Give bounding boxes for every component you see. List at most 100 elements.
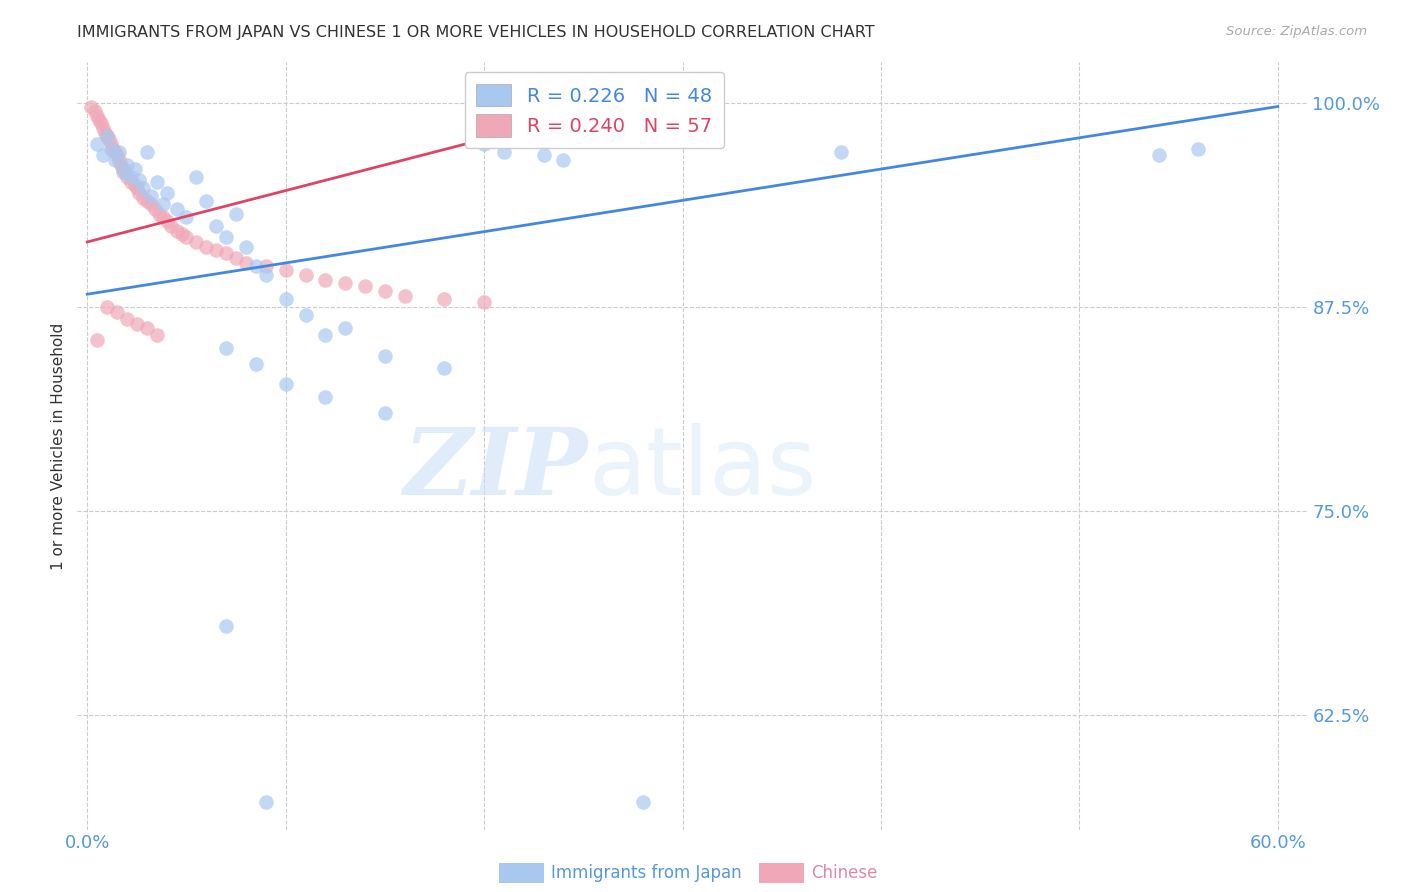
Point bbox=[176, 211, 198, 225]
Text: atlas: atlas bbox=[588, 423, 815, 515]
Point bbox=[314, 272, 336, 286]
Point bbox=[254, 268, 277, 282]
Point bbox=[156, 186, 179, 200]
Point bbox=[235, 240, 257, 254]
Point bbox=[354, 279, 377, 293]
Point bbox=[225, 207, 247, 221]
Point bbox=[120, 175, 142, 189]
Point bbox=[205, 219, 228, 233]
Point bbox=[145, 328, 167, 343]
Point bbox=[215, 230, 238, 244]
Point bbox=[128, 173, 150, 187]
Point bbox=[120, 169, 142, 184]
Point bbox=[166, 223, 188, 237]
Point bbox=[115, 158, 138, 172]
Point bbox=[98, 132, 121, 146]
Point bbox=[374, 406, 396, 420]
Point bbox=[101, 142, 124, 156]
Point bbox=[145, 175, 167, 189]
Legend: R = 0.226   N = 48, R = 0.240   N = 57: R = 0.226 N = 48, R = 0.240 N = 57 bbox=[464, 72, 724, 148]
Point bbox=[86, 109, 108, 123]
Point bbox=[245, 358, 267, 372]
Point bbox=[215, 341, 238, 355]
Point bbox=[195, 194, 218, 209]
Point bbox=[254, 260, 277, 274]
Text: IMMIGRANTS FROM JAPAN VS CHINESE 1 OR MORE VEHICLES IN HOUSEHOLD CORRELATION CHA: IMMIGRANTS FROM JAPAN VS CHINESE 1 OR MO… bbox=[77, 25, 875, 40]
Point bbox=[105, 148, 128, 162]
Point bbox=[90, 116, 112, 130]
Y-axis label: 1 or more Vehicles in Household: 1 or more Vehicles in Household bbox=[51, 322, 66, 570]
Point bbox=[172, 227, 194, 241]
Point bbox=[139, 197, 162, 211]
Point bbox=[433, 292, 456, 306]
Point bbox=[215, 246, 238, 260]
Point bbox=[86, 136, 108, 151]
Point bbox=[91, 120, 114, 135]
Point bbox=[124, 178, 146, 192]
Point bbox=[128, 186, 150, 200]
Point bbox=[186, 169, 208, 184]
Point bbox=[96, 128, 118, 143]
Point bbox=[86, 333, 108, 347]
Point bbox=[274, 376, 297, 391]
Point bbox=[152, 197, 174, 211]
Point bbox=[94, 126, 117, 140]
Point bbox=[125, 181, 148, 195]
Point bbox=[274, 262, 297, 277]
Point bbox=[176, 230, 198, 244]
Point bbox=[274, 292, 297, 306]
Point bbox=[100, 136, 122, 151]
Point bbox=[105, 305, 128, 319]
Point bbox=[115, 169, 138, 184]
Point bbox=[433, 360, 456, 375]
Point bbox=[186, 235, 208, 249]
Point bbox=[89, 112, 111, 127]
Point bbox=[1147, 148, 1170, 162]
Point bbox=[294, 309, 316, 323]
Point bbox=[104, 153, 127, 168]
Point bbox=[631, 795, 654, 809]
Point bbox=[108, 145, 131, 160]
Point bbox=[132, 181, 155, 195]
Point bbox=[314, 328, 336, 343]
Point bbox=[143, 202, 166, 217]
Point bbox=[533, 148, 555, 162]
Point bbox=[104, 145, 127, 160]
Point bbox=[472, 295, 495, 310]
Point bbox=[91, 148, 114, 162]
Point bbox=[166, 202, 188, 217]
Point bbox=[148, 207, 170, 221]
Text: ZIP: ZIP bbox=[404, 424, 588, 514]
Point bbox=[96, 128, 118, 143]
Point bbox=[114, 165, 136, 179]
Point bbox=[235, 256, 257, 270]
Point bbox=[1187, 142, 1209, 156]
Point bbox=[111, 165, 134, 179]
Point bbox=[84, 104, 107, 119]
Point bbox=[374, 349, 396, 363]
Point bbox=[111, 161, 134, 176]
Text: Chinese: Chinese bbox=[811, 864, 877, 882]
Point bbox=[472, 136, 495, 151]
Point bbox=[553, 153, 575, 168]
Point bbox=[394, 289, 416, 303]
Point bbox=[314, 390, 336, 404]
Point bbox=[205, 243, 228, 257]
Point bbox=[195, 240, 218, 254]
Point bbox=[100, 142, 122, 156]
Point bbox=[374, 284, 396, 298]
Point bbox=[139, 189, 162, 203]
Point bbox=[159, 219, 181, 233]
Text: Immigrants from Japan: Immigrants from Japan bbox=[551, 864, 742, 882]
Point bbox=[80, 99, 103, 113]
Text: Source: ZipAtlas.com: Source: ZipAtlas.com bbox=[1226, 25, 1367, 38]
Point bbox=[830, 145, 852, 160]
Point bbox=[135, 145, 157, 160]
Point bbox=[135, 321, 157, 335]
Point bbox=[125, 317, 148, 331]
Point bbox=[96, 300, 118, 314]
Point bbox=[245, 260, 267, 274]
Point bbox=[135, 194, 157, 209]
Point bbox=[215, 618, 238, 632]
Point bbox=[115, 311, 138, 326]
